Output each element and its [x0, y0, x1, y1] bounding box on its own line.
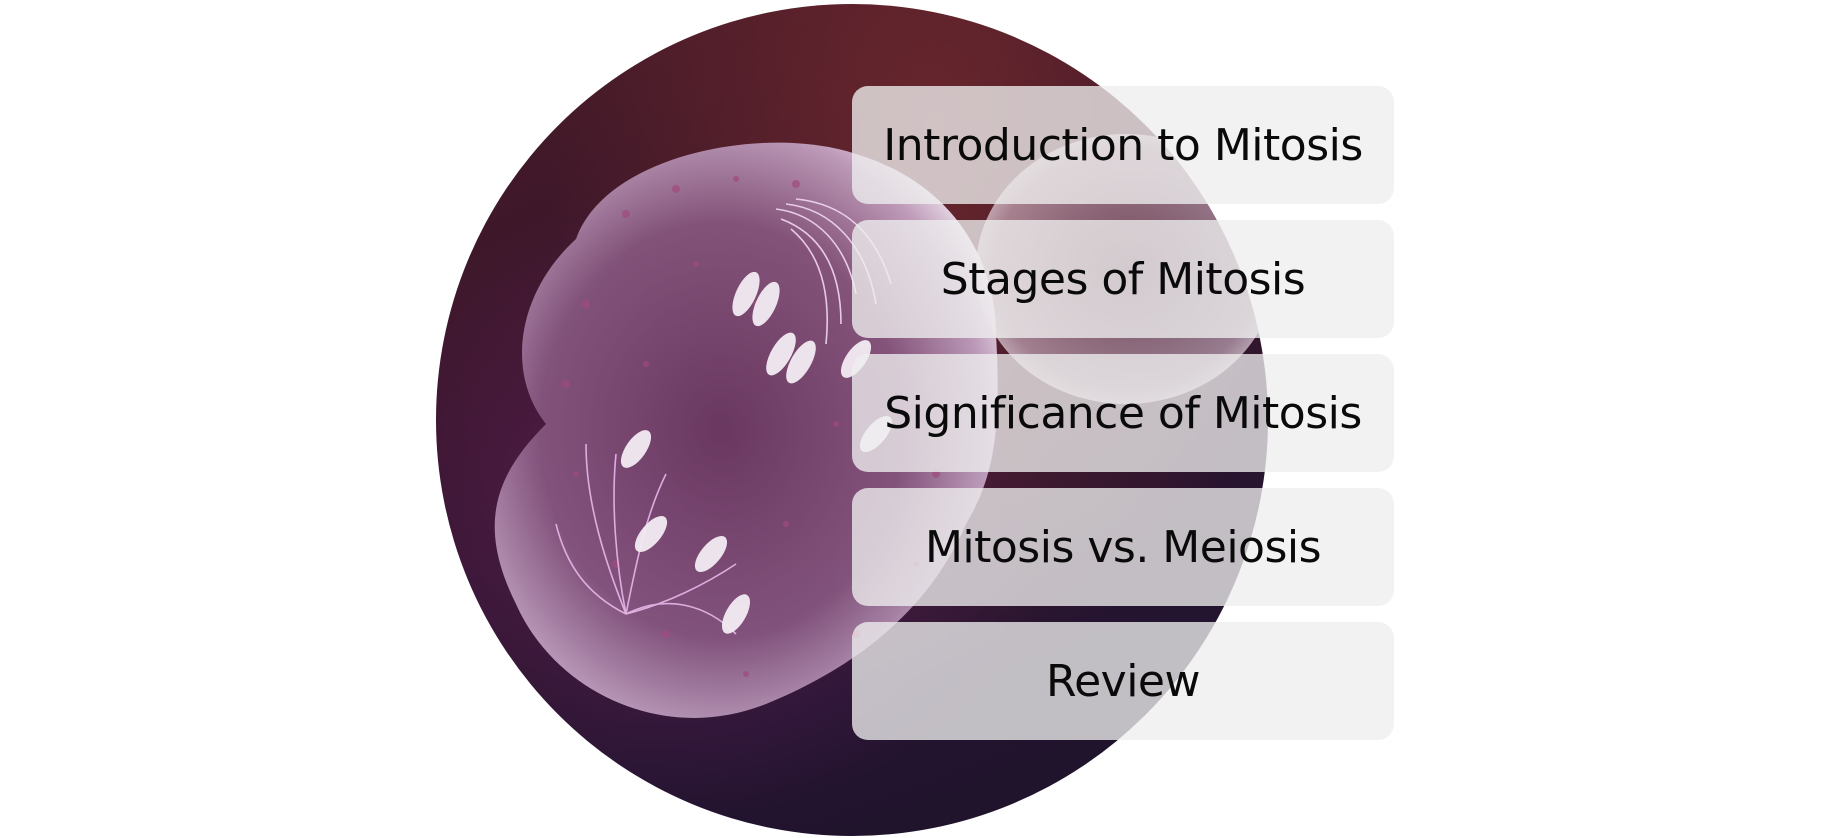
menu-item-mitosis-vs-meiosis[interactable]: Mitosis vs. Meiosis: [852, 488, 1394, 606]
topic-menu: Introduction to Mitosis Stages of Mitosi…: [852, 86, 1394, 756]
menu-item-label: Stages of Mitosis: [941, 254, 1305, 305]
menu-item-label: Introduction to Mitosis: [883, 120, 1363, 171]
menu-item-significance[interactable]: Significance of Mitosis: [852, 354, 1394, 472]
menu-item-stages[interactable]: Stages of Mitosis: [852, 220, 1394, 338]
menu-item-review[interactable]: Review: [852, 622, 1394, 740]
menu-item-introduction[interactable]: Introduction to Mitosis: [852, 86, 1394, 204]
menu-item-label: Significance of Mitosis: [884, 388, 1362, 439]
menu-item-label: Review: [1046, 656, 1200, 707]
menu-item-label: Mitosis vs. Meiosis: [925, 522, 1321, 573]
